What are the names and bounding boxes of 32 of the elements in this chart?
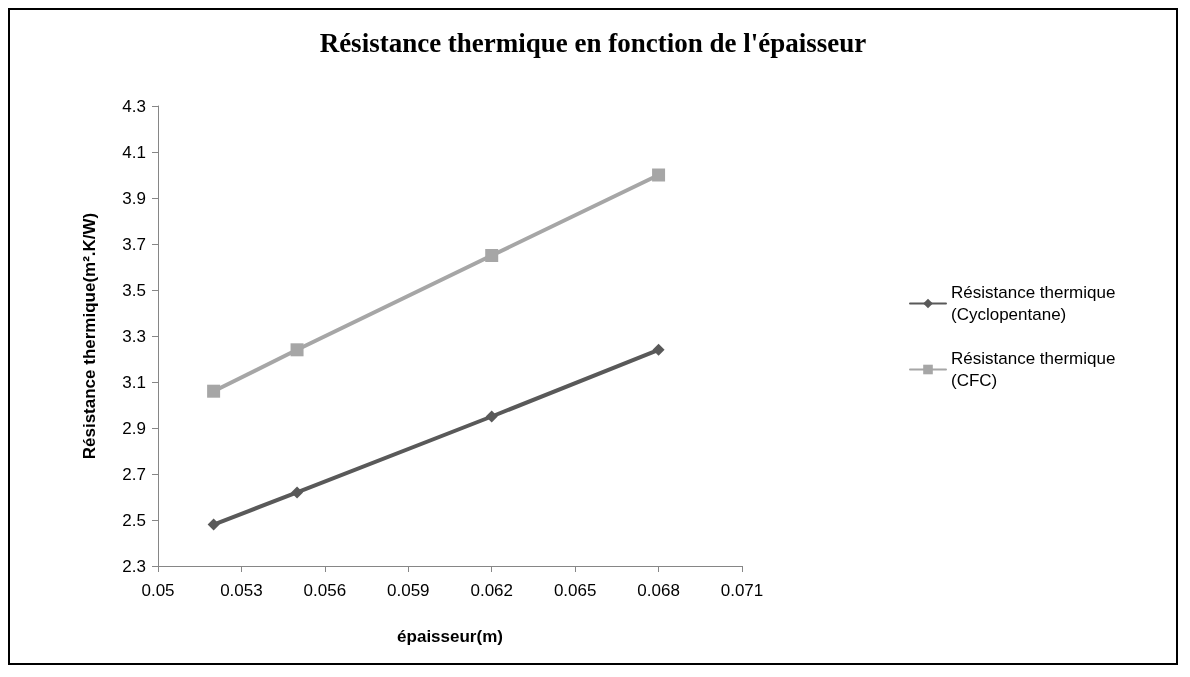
x-tick-label: 0.071 — [720, 581, 764, 600]
point — [207, 518, 220, 531]
point — [652, 168, 666, 182]
y-tick-label: 3.9 — [122, 188, 146, 208]
x-tick-label: 0.053 — [220, 581, 263, 600]
point — [207, 384, 221, 398]
point — [485, 249, 499, 262]
y-tick-label: 3.5 — [122, 280, 146, 300]
y-tick-label: 4.1 — [122, 142, 146, 162]
y-tick-label: 2.5 — [122, 510, 146, 530]
y-tick-label: 3.7 — [122, 234, 146, 254]
point — [652, 343, 665, 356]
legend-label: Résistance thermique (Cyclopentane) — [951, 283, 1121, 324]
y-axis-title: Résistance thermique(m².K/W) — [80, 212, 99, 460]
x-tick-label: 0.05 — [141, 581, 175, 600]
x-tick-label: 0.065 — [553, 581, 597, 600]
y-tick-label: 3.3 — [122, 326, 146, 346]
x-tick-label: 0.068 — [637, 581, 680, 600]
x-tick-label: 0.062 — [470, 581, 513, 600]
point — [485, 410, 498, 423]
point — [290, 343, 304, 357]
y-tick-label: 2.7 — [122, 464, 146, 484]
chart-title: Résistance thermique en fonction de l'épaisseur — [319, 27, 867, 58]
legend-label: Résistance thermique (CFC) — [951, 349, 1121, 390]
y-tick-label: 4.3 — [122, 96, 146, 116]
y-tick-label: 2.3 — [122, 556, 146, 576]
point — [291, 486, 304, 499]
x-tick-label: 0.059 — [387, 581, 430, 600]
y-tick-label: 2.9 — [122, 418, 146, 438]
x-axis-title: épaisseur(m) — [397, 627, 503, 646]
y-tick-label: 3.1 — [122, 372, 146, 392]
x-tick-label: 0.056 — [303, 581, 347, 600]
